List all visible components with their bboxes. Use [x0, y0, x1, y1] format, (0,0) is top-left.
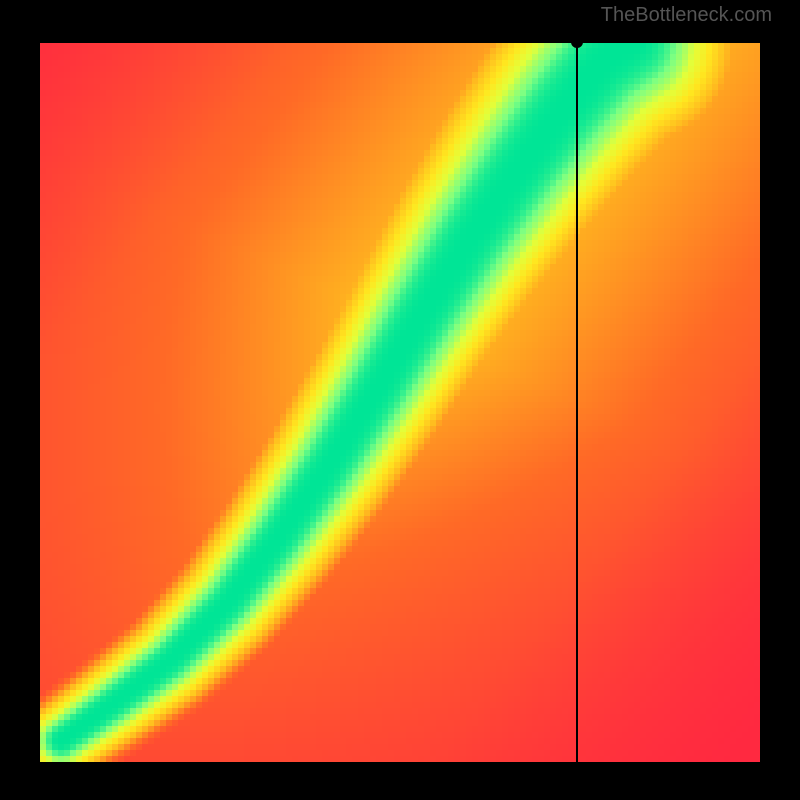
crosshair-horizontal	[40, 41, 760, 43]
crosshair-vertical	[576, 42, 578, 762]
heatmap-plot	[40, 42, 760, 762]
heatmap-canvas	[40, 42, 760, 762]
marker-point	[571, 36, 583, 48]
attribution-text: TheBottleneck.com	[601, 4, 772, 27]
